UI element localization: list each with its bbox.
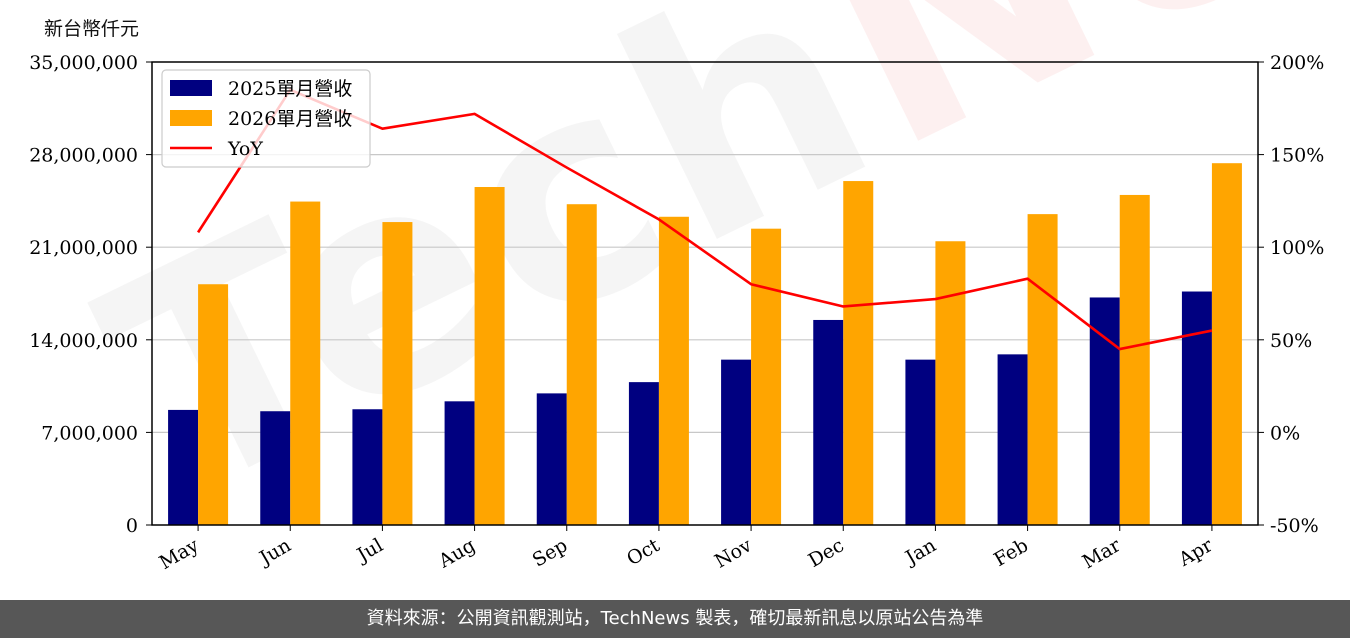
y-axis-unit-label: 新台幣仟元 bbox=[44, 18, 140, 40]
x-tick-label-mar: Mar bbox=[1079, 534, 1125, 573]
x-tick-label-oct: Oct bbox=[623, 534, 664, 570]
bars bbox=[168, 163, 1242, 526]
x-tick-label-may: May bbox=[156, 534, 203, 574]
bar-2026-sep bbox=[566, 204, 597, 525]
bar-2026-dec bbox=[843, 181, 874, 526]
left-tick-label: 35,000,000 bbox=[29, 52, 138, 74]
x-tick-label-apr: Apr bbox=[1174, 534, 1217, 571]
bar-2025-oct bbox=[628, 382, 659, 525]
bar-2025-sep bbox=[536, 393, 567, 525]
bar-2025-jul bbox=[352, 409, 383, 525]
bar-2025-dec bbox=[813, 319, 844, 525]
bar-2026-aug bbox=[474, 187, 505, 525]
bar-2025-feb bbox=[997, 354, 1028, 525]
legend-box bbox=[161, 69, 371, 168]
right-tick-label: 100% bbox=[1270, 237, 1324, 259]
left-tick-label: 7,000,000 bbox=[41, 422, 138, 444]
x-tick-label-jul: Jul bbox=[352, 534, 387, 567]
legend-label: 2026單月營收 bbox=[228, 108, 352, 130]
bar-2026-oct bbox=[658, 216, 689, 525]
bar-2026-may bbox=[198, 284, 229, 525]
x-tick-label-dec: Dec bbox=[805, 534, 848, 572]
legend-label: YoY bbox=[227, 138, 263, 160]
bar-2025-aug bbox=[444, 401, 475, 525]
x-axis-ticks: May Jun Jul Aug Sep Oct Nov Dec Jan Feb Mar Apr bbox=[156, 525, 1217, 574]
legend-swatch bbox=[170, 80, 212, 96]
x-tick-label-nov: Nov bbox=[711, 534, 756, 573]
right-tick-label: 150% bbox=[1270, 145, 1324, 167]
right-tick-label: 200% bbox=[1270, 52, 1324, 74]
left-tick-label: 28,000,000 bbox=[29, 145, 138, 167]
bar-2025-jan bbox=[905, 359, 936, 525]
plot-frame bbox=[151, 61, 1259, 526]
legend: 2025單月營收 2026單月營收 YoY bbox=[161, 69, 371, 168]
bar-2026-jun bbox=[290, 201, 321, 525]
bar-2026-nov bbox=[751, 228, 782, 525]
bar-2026-jan bbox=[935, 241, 966, 526]
x-tick-label-jan: Jan bbox=[900, 534, 940, 570]
left-tick-label: 14,000,000 bbox=[29, 330, 138, 352]
bar-2025-may bbox=[168, 409, 199, 525]
x-tick-label-jun: Jun bbox=[254, 534, 295, 570]
right-tick-label: 0% bbox=[1270, 422, 1300, 444]
bar-2025-mar bbox=[1089, 297, 1120, 525]
bar-2025-apr bbox=[1181, 291, 1212, 525]
source-footer: 資料來源：公開資訊觀測站，TechNews 製表，確切最新訊息以原站公告為準 bbox=[0, 600, 1350, 638]
gridlines bbox=[152, 154, 1258, 433]
bar-2026-apr bbox=[1211, 163, 1242, 525]
left-tick-label: 0 bbox=[126, 515, 138, 537]
bar-2026-jul bbox=[382, 222, 413, 525]
x-tick-label-aug: Aug bbox=[434, 534, 479, 573]
legend-label: 2025單月營收 bbox=[228, 78, 352, 100]
x-tick-label-feb: Feb bbox=[990, 534, 1032, 571]
legend-swatch bbox=[170, 110, 212, 126]
left-tick-label: 21,000,000 bbox=[29, 237, 138, 259]
left-axis-ticks: 0 7,000,000 14,000,000 21,000,000 28,000,000… bbox=[29, 52, 152, 537]
right-tick-label: -50% bbox=[1270, 515, 1319, 537]
x-tick-label-sep: Sep bbox=[529, 534, 572, 571]
right-axis-ticks: -50% 0% 50% 100% 150% 200% bbox=[1258, 52, 1324, 537]
bar-2025-jun bbox=[260, 411, 291, 525]
right-tick-label: 50% bbox=[1270, 330, 1312, 352]
bar-2026-mar bbox=[1119, 194, 1150, 525]
bar-2026-feb bbox=[1027, 214, 1058, 525]
revenue-chart: 0 7,000,000 14,000,000 21,000,000 28,000,000… bbox=[29, 52, 1324, 574]
bar-2025-nov bbox=[721, 359, 752, 525]
